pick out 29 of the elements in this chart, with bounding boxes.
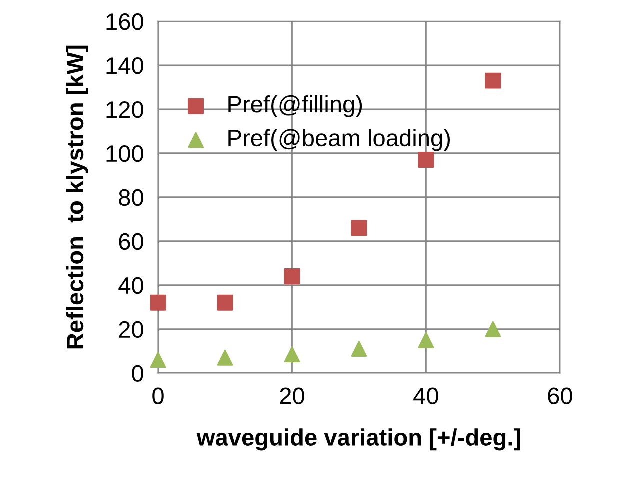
y-tick-label: 80 [119, 189, 144, 206]
y-tick-label: 0 [132, 365, 144, 382]
point [284, 268, 300, 284]
point [351, 341, 368, 358]
x-tick-label: 20 [280, 388, 304, 404]
point [485, 72, 502, 89]
y-tick-label: 40 [118, 277, 144, 294]
point [485, 321, 502, 338]
y-tick-label: 140 [106, 58, 144, 74]
legend-label: Pref(@beam loading) [228, 129, 450, 152]
y-tick-label: 120 [106, 101, 144, 118]
x-tick-label: 0 [152, 388, 164, 404]
y-tick-label: 160 [106, 14, 144, 30]
point [150, 294, 166, 311]
y-tick-label: 100 [106, 145, 144, 162]
point [351, 220, 368, 236]
point [150, 352, 166, 368]
legend-label: Pref(@filling) [228, 95, 362, 118]
point [217, 350, 234, 366]
x-tick-label: 60 [548, 388, 572, 404]
y-tick-label: 60 [119, 233, 144, 250]
point [418, 332, 434, 348]
y-axis-title: Reflection to klystron [kW] [66, 46, 88, 349]
x-tick-label: 40 [414, 388, 438, 404]
x-axis-title: waveguide variation [+/-deg.] [196, 428, 520, 451]
y-tick-label: 20 [119, 321, 144, 338]
point [217, 294, 234, 311]
point [418, 152, 434, 168]
point [284, 346, 300, 363]
